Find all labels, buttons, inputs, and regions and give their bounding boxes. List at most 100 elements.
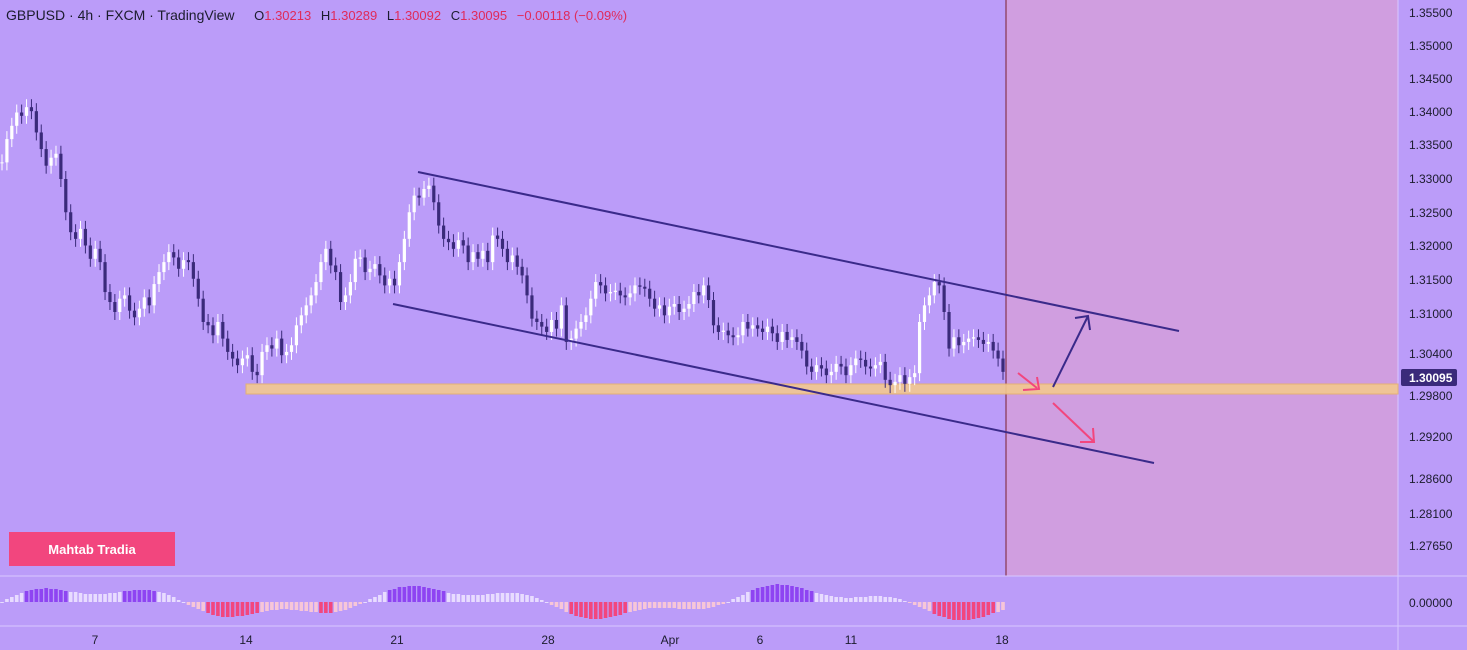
oscillator-bar — [731, 599, 735, 602]
oscillator-bar — [466, 595, 470, 602]
oscillator-bar — [304, 602, 309, 611]
oscillator-bar — [549, 602, 554, 605]
oscillator-bar — [535, 598, 539, 602]
candle-body — [334, 265, 338, 273]
candle-body — [363, 257, 367, 273]
candle-body — [0, 162, 4, 164]
oscillator-bar — [39, 589, 44, 602]
candle-body — [554, 319, 559, 329]
oscillator-bar — [255, 602, 259, 613]
candle-body — [549, 319, 554, 332]
oscillator-bar — [471, 595, 475, 602]
oscillator-bar — [117, 592, 122, 602]
oscillator-bar — [88, 594, 93, 602]
oscillator-bar — [893, 598, 897, 602]
oscillator-bar — [986, 602, 991, 615]
candle-body — [147, 297, 151, 306]
oscillator-bar — [711, 602, 716, 607]
candle-body — [113, 302, 117, 312]
oscillator-bar — [279, 602, 284, 609]
candle-body — [231, 351, 235, 359]
oscillator-bar — [520, 594, 524, 602]
oscillator-bar — [19, 593, 24, 602]
candle-body — [922, 305, 927, 322]
candle-body — [618, 290, 622, 296]
oscillator-bar — [436, 590, 441, 602]
candle-body — [442, 225, 446, 239]
candle-body — [746, 321, 750, 329]
candle-body — [520, 266, 524, 276]
oscillator-bar — [991, 602, 995, 613]
candle-body — [20, 112, 24, 116]
candle-body — [270, 345, 274, 349]
candle-body — [495, 235, 500, 239]
candle-body — [584, 315, 588, 322]
candle-body — [751, 325, 755, 329]
candle-body — [417, 195, 421, 198]
oscillator-bar — [73, 592, 78, 602]
candle-body — [589, 298, 593, 316]
oscillator-bar — [618, 602, 623, 615]
oscillator-bar — [407, 586, 412, 602]
price-tick-label: 1.34000 — [1409, 105, 1453, 119]
candle-body — [819, 365, 824, 369]
candle-body — [123, 295, 127, 299]
price-tick-label: 1.31000 — [1409, 307, 1453, 321]
oscillator-bar — [10, 597, 14, 602]
oscillator-bar — [662, 602, 667, 608]
price-tick-label: 1.27650 — [1409, 539, 1453, 553]
candle-body — [893, 381, 897, 386]
oscillator-bar — [412, 586, 416, 602]
oscillator-bar — [937, 602, 942, 616]
oscillator-bar — [858, 597, 863, 602]
oscillator-bar — [495, 593, 500, 602]
candle-body — [172, 252, 176, 258]
oscillator-bar — [5, 599, 9, 602]
candle-body — [466, 245, 470, 263]
oscillator-bar — [584, 602, 588, 618]
candle-body — [957, 337, 961, 346]
oscillator-bar — [687, 602, 691, 609]
oscillator-bar — [716, 602, 721, 605]
oscillator-bar — [525, 595, 529, 602]
candle-body — [118, 298, 122, 312]
oscillator-bar — [132, 590, 137, 602]
candle-body — [93, 248, 97, 259]
candle-body — [942, 285, 946, 312]
oscillator-bar — [829, 596, 834, 602]
candle-body — [353, 258, 357, 283]
oscillator-bar — [863, 597, 868, 602]
oscillator-bar — [981, 602, 986, 617]
time-tick-label: 11 — [845, 633, 858, 647]
oscillator-bar — [903, 601, 907, 602]
oscillator-bar — [363, 602, 367, 603]
oscillator-bar — [971, 602, 976, 619]
change-value: −0.00118 (−0.09%) — [516, 8, 628, 23]
candle-body — [437, 202, 441, 226]
candle-body — [181, 260, 186, 269]
oscillator-bar — [510, 593, 515, 602]
oscillator-bar — [750, 590, 755, 602]
candle-body — [702, 285, 706, 296]
candle-body — [736, 335, 740, 338]
oscillator-bar — [800, 588, 804, 602]
price-tick-label: 1.33500 — [1409, 138, 1453, 152]
candle-body — [756, 325, 760, 329]
oscillator-bar — [736, 597, 740, 602]
oscillator-bar — [814, 593, 819, 602]
candle-body — [64, 179, 68, 213]
oscillator-bar — [176, 600, 181, 602]
oscillator-bar — [191, 602, 196, 607]
oscillator-bar — [598, 602, 603, 619]
oscillator-bar — [93, 594, 98, 602]
oscillator-bar — [265, 602, 269, 611]
candle-body — [908, 377, 912, 384]
oscillator-bar — [696, 602, 701, 609]
oscillator-bar — [706, 602, 711, 608]
oscillator-bar — [83, 594, 88, 602]
candle-body — [515, 255, 519, 267]
oscillator-bar — [961, 602, 966, 620]
candle-body — [137, 308, 141, 318]
candle-body — [662, 305, 667, 316]
